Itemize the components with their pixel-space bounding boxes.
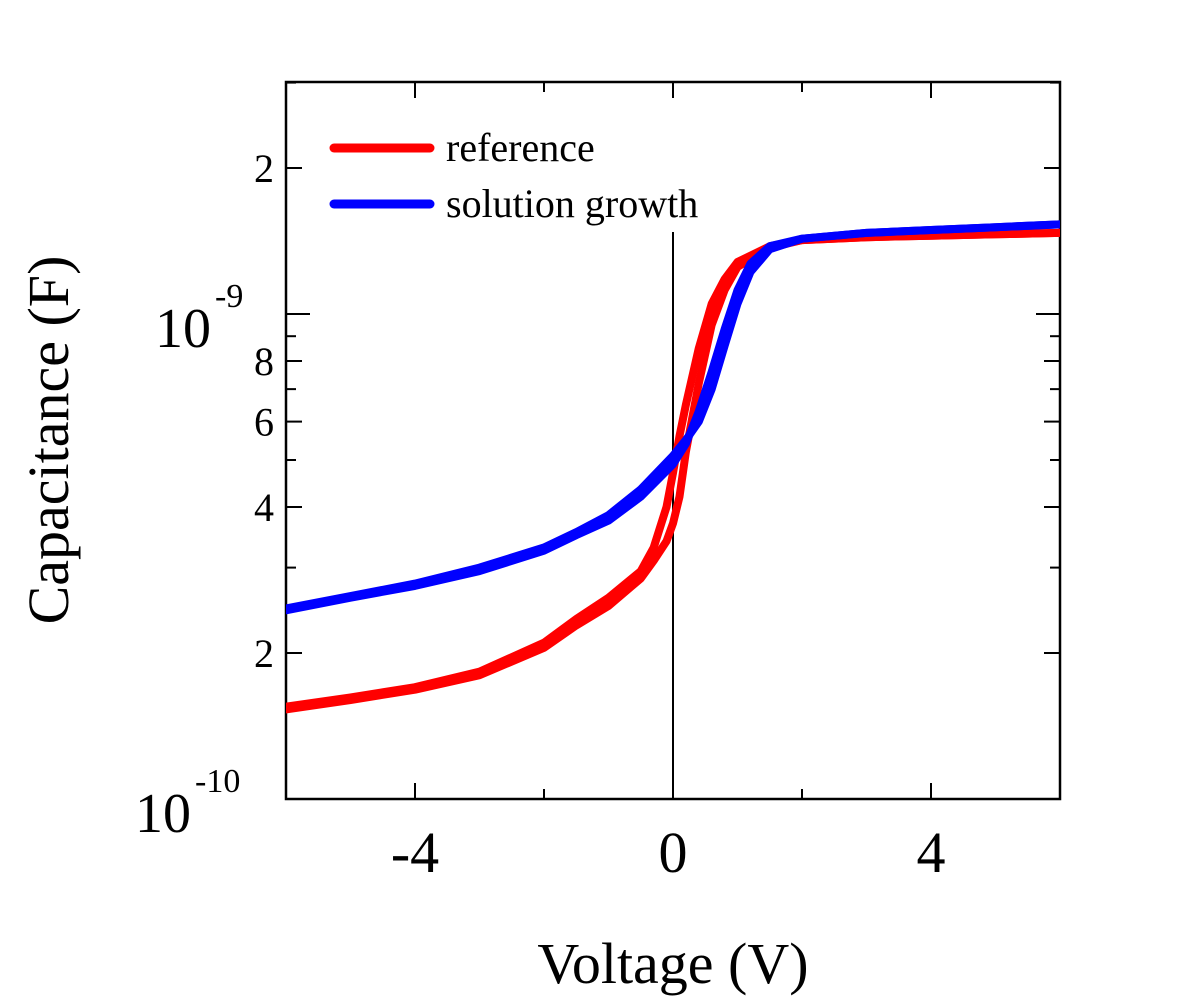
y-major-tick-base: 10: [155, 298, 211, 360]
y-tick-label: 6: [254, 400, 274, 445]
y-axis-title: Capacitance (F): [16, 256, 81, 625]
legend-label-reference: reference: [446, 125, 595, 170]
x-tick-label: 4: [917, 820, 946, 885]
y-major-tick-base: 10: [135, 783, 191, 845]
y-tick-label: 2: [254, 146, 274, 191]
y-tick-label: 2: [254, 631, 274, 676]
x-tick-label: 0: [659, 820, 688, 885]
y-major-tick-exponent: -10: [195, 763, 240, 800]
y-tick-label: 8: [254, 339, 274, 384]
y-tick-label: 4: [254, 485, 274, 530]
x-tick-label: -4: [391, 820, 439, 885]
x-axis-title: Voltage (V): [537, 931, 808, 996]
legend-label-solution-growth: solution growth: [446, 181, 698, 226]
y-major-tick-exponent: -9: [215, 278, 243, 315]
series-line-solution-growth-reverse: [286, 220, 1060, 613]
